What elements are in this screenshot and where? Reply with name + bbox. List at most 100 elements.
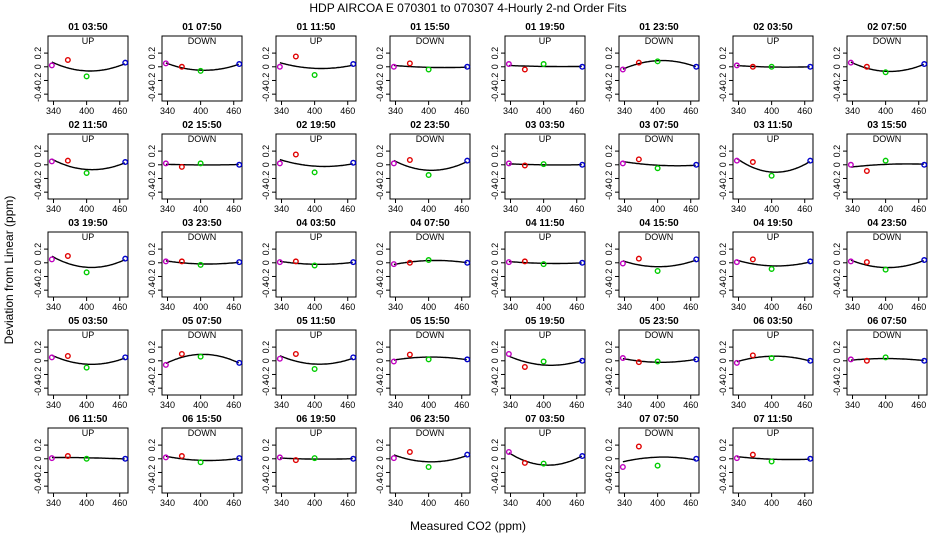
x-tick-label: 460 (683, 204, 698, 214)
panel: 03 23:50 DOWN 340 400 460 -0.4-0.2 0 0.2 (147, 218, 243, 312)
y-tick-label: -0.4 (261, 184, 271, 200)
panel: 01 07:50 DOWN 340 400 460 -0.4-0.2 0 0.2 (147, 22, 243, 116)
panel-title: 06 11:50 (69, 414, 108, 425)
standard-point (579, 161, 586, 168)
standard-point (236, 61, 243, 68)
y-tick-label: -0.4 (604, 478, 614, 494)
y-tick-label: 0.2 (147, 47, 157, 60)
panel-title: 02 11:50 (69, 120, 108, 131)
panel: 05 23:50 DOWN 340 400 460 -0.4-0.2 0 0.2 (604, 316, 700, 410)
y-tick-label: -0.2 (147, 73, 157, 89)
x-tick-label: 340 (46, 400, 61, 410)
x-axis-label: Measured CO2 (ppm) (410, 519, 526, 533)
panel: 03 03:50 UP 340 400 460 -0.4-0.2 0 0.2 (490, 120, 586, 214)
y-tick-label: -0.4 (604, 184, 614, 200)
fit-curve (51, 354, 125, 365)
standard-point (768, 458, 775, 465)
panel: 05 19:50 UP 340 400 460 -0.4-0.2 0 0.2 (490, 316, 586, 410)
standard-point (540, 161, 547, 168)
standard-point (390, 455, 397, 462)
panel: 04 07:50 DOWN 340 400 460 -0.4-0.2 0 0.2 (375, 218, 471, 312)
standard-point (197, 160, 204, 167)
standard-point (654, 165, 661, 172)
standard-point (579, 63, 586, 70)
standard-point (619, 355, 626, 362)
panel-direction: UP (310, 134, 323, 144)
y-tick-label: 0.2 (490, 341, 500, 354)
standard-point (311, 455, 318, 462)
standard-point (311, 366, 318, 373)
panel: 06 15:50 DOWN 340 400 460 -0.4-0.2 0 0.2 (147, 414, 243, 508)
panel-direction: DOWN (188, 36, 217, 46)
y-tick-label: 0 (490, 358, 500, 363)
panel-frame (846, 329, 928, 396)
standard-point (197, 353, 204, 360)
y-tick-label: 0 (375, 64, 385, 69)
standard-point (83, 269, 90, 276)
standard-point (464, 451, 471, 458)
x-tick-label: 400 (307, 498, 322, 508)
standard-point (425, 356, 432, 363)
y-tick-label: 0.2 (832, 47, 842, 60)
panel-direction: DOWN (873, 36, 902, 46)
y-tick-label: -0.4 (832, 380, 842, 396)
y-tick-label: 0.2 (604, 341, 614, 354)
y-tick-label: 0.2 (375, 439, 385, 452)
y-tick-label: -0.2 (33, 269, 43, 285)
panel-frame (732, 329, 814, 396)
standard-point (863, 167, 870, 174)
panel: 06 03:50 UP 340 400 460 -0.4-0.2 0 0.2 (718, 316, 814, 410)
y-tick-label: 0 (33, 64, 43, 69)
x-tick-label: 460 (797, 302, 812, 312)
panel-frame (618, 133, 700, 200)
standard-point (579, 259, 586, 266)
panel: 04 15:50 DOWN 340 400 460 -0.4-0.2 0 0.2 (604, 218, 700, 312)
y-tick-label: 0 (261, 358, 271, 363)
panel-frame (732, 427, 814, 494)
y-tick-label: -0.2 (375, 73, 385, 89)
y-tick-label: 0 (261, 260, 271, 265)
x-tick-label: 340 (274, 498, 289, 508)
standard-point (505, 350, 512, 357)
panel-frame (504, 133, 586, 200)
standard-point (64, 56, 71, 63)
standard-point (619, 160, 626, 167)
panel-frame (618, 329, 700, 396)
x-tick-label: 340 (731, 204, 746, 214)
x-tick-label: 400 (79, 498, 94, 508)
standard-point (635, 156, 642, 163)
y-tick-label: 0 (604, 260, 614, 265)
x-tick-label: 460 (569, 302, 584, 312)
y-axis-label: Deviation from Linear (ppm) (2, 196, 16, 345)
panel-frame (47, 329, 129, 396)
standard-point (921, 357, 928, 364)
fit-curve (279, 158, 353, 168)
x-tick-label: 400 (307, 204, 322, 214)
fit-curve (393, 454, 467, 463)
panel-direction: UP (310, 330, 323, 340)
panel: 02 15:50 DOWN 340 400 460 -0.4-0.2 0 0.2 (147, 120, 243, 214)
y-tick-label: -0.4 (147, 184, 157, 200)
standard-point (521, 162, 528, 169)
x-tick-label: 400 (536, 106, 551, 116)
standard-point (350, 259, 357, 266)
y-tick-label: 0 (375, 456, 385, 461)
y-tick-label: 0.2 (375, 47, 385, 60)
panel: 02 03:50 UP 340 400 460 -0.4-0.2 0 0.2 (718, 22, 814, 116)
panel-direction: DOWN (873, 134, 902, 144)
panel: 05 07:50 DOWN 340 400 460 -0.4-0.2 0 0.2 (147, 316, 243, 410)
y-tick-label: 0 (490, 64, 500, 69)
standard-point (122, 255, 129, 262)
panel: 06 07:50 DOWN 340 400 460 -0.4-0.2 0 0.2 (832, 316, 928, 410)
x-tick-label: 340 (617, 106, 632, 116)
standard-point (749, 451, 756, 458)
y-tick-label: -0.4 (147, 86, 157, 102)
y-tick-label: 0 (832, 162, 842, 167)
y-tick-label: 0 (490, 456, 500, 461)
x-tick-label: 340 (845, 204, 860, 214)
standard-point (847, 258, 854, 265)
panel-direction: DOWN (416, 134, 445, 144)
standard-point (807, 63, 814, 70)
fit-curve (622, 456, 696, 463)
standard-point (505, 259, 512, 266)
